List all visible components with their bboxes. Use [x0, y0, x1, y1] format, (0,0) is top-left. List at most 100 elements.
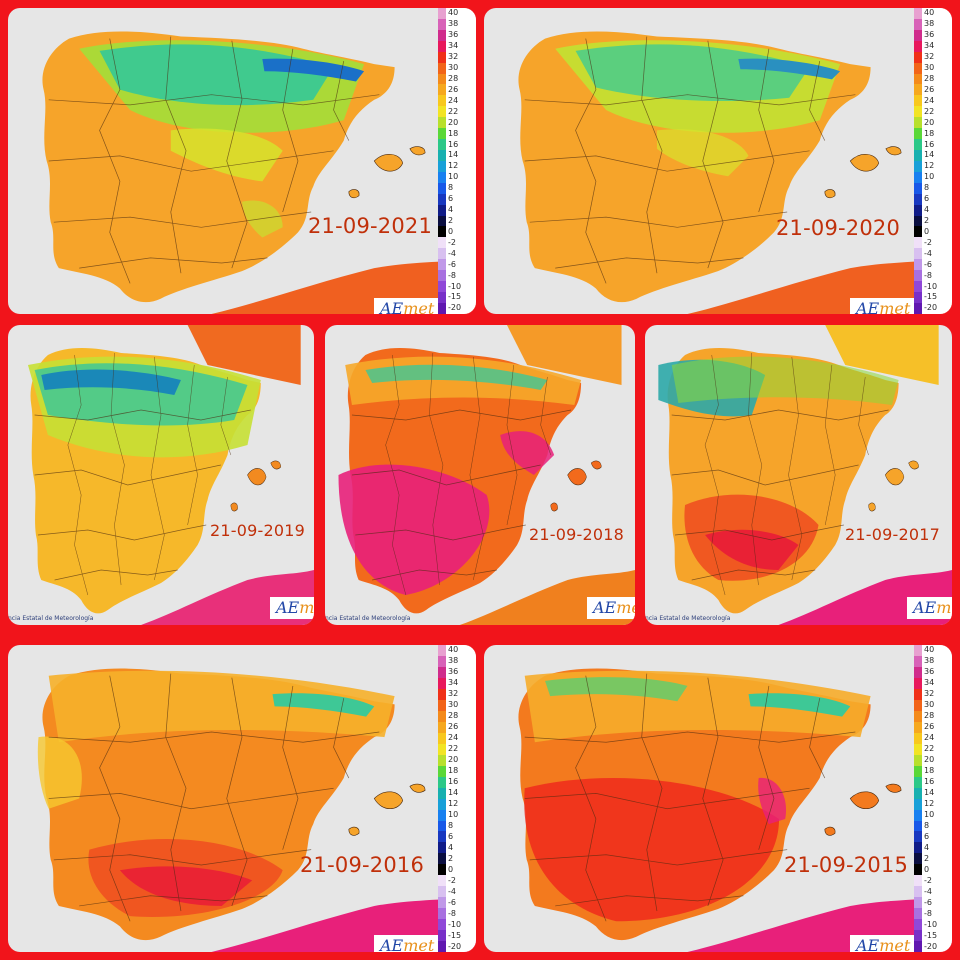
legend-label: 32 [448, 689, 459, 699]
legend-label: 20 [924, 117, 935, 127]
map-panel-2018: 21-09-2018 AEmet ncia Estatal de Meteoro… [325, 325, 635, 625]
legend-label: -20 [924, 303, 938, 313]
legend-label: 30 [924, 63, 935, 73]
map-panel-2019: 21-09-2019 AEmet ncia Estatal de Meteoro… [8, 325, 314, 625]
legend-color-bar [914, 645, 922, 952]
legend-label: 26 [924, 84, 935, 94]
temperature-map [658, 325, 952, 625]
legend-swatch [438, 106, 446, 118]
legend-label: 30 [448, 63, 459, 73]
legend-swatch [914, 95, 922, 107]
aemet-logo: AEmet [587, 597, 635, 619]
legend-swatch [914, 73, 922, 85]
legend-swatch [438, 655, 446, 667]
legend-swatch [438, 743, 446, 755]
legend-swatch [914, 40, 922, 52]
legend-label: 16 [924, 777, 935, 787]
cool-zones [79, 40, 365, 238]
legend-label: 8 [924, 183, 930, 193]
legend-swatch [438, 139, 446, 150]
legend-swatch [914, 699, 922, 711]
legend-swatch [438, 259, 446, 271]
map-date-label: 21-09-2021 [308, 214, 433, 238]
aemet-logo: AEmet [374, 935, 441, 952]
hot-zones [338, 356, 582, 595]
map-panel-2016: 21-09-2016 AEmet 40 38 36 34 32 30 28 26 24 22 20 1… [8, 645, 476, 952]
agency-credit: ncia Estatal de Meteorología [8, 615, 94, 622]
legend-label: 18 [924, 766, 935, 776]
legend-label: 8 [448, 183, 454, 193]
legend-swatch [914, 226, 922, 238]
legend-label: 4 [924, 205, 930, 215]
legend-label: 18 [924, 128, 935, 138]
legend-swatch [914, 237, 922, 249]
legend-swatch [438, 798, 446, 810]
legend-label: 4 [448, 205, 454, 215]
legend-label: 26 [924, 722, 935, 732]
legend-swatch [438, 864, 446, 876]
legend-swatch [914, 302, 922, 314]
legend-label: -15 [924, 292, 938, 302]
legend-label: 40 [924, 8, 935, 18]
legend-swatch [914, 710, 922, 722]
legend-swatch [438, 754, 446, 766]
legend-label: 28 [924, 73, 935, 83]
legend-swatch [438, 820, 446, 832]
legend-swatch [438, 18, 446, 30]
legend-swatch [914, 160, 922, 172]
legend-swatch [438, 84, 446, 96]
legend-swatch [914, 743, 922, 755]
legend-label: 18 [448, 128, 459, 138]
legend-label: -20 [448, 303, 462, 313]
legend-label: 6 [924, 831, 930, 841]
legend-label: 20 [448, 755, 459, 765]
temperature-legend: 40 38 36 34 32 30 28 26 24 22 20 18 16 14 12 10 8 6 4 2 0 -2-… [914, 645, 952, 952]
legend-swatch [914, 787, 922, 799]
legend-label: 40 [448, 8, 459, 18]
legend-label: 2 [924, 853, 930, 863]
legend-label: 8 [924, 820, 930, 830]
legend-label: 36 [924, 667, 935, 677]
legend-label: -20 [448, 941, 462, 951]
legend-label: 36 [448, 667, 459, 677]
cool-zones [27, 356, 261, 458]
legend-label: -20 [924, 941, 938, 951]
map-panel-2017: 21-09-2017 AEmet ncia Estatal de Meteoro… [645, 325, 952, 625]
legend-swatch [438, 51, 446, 63]
legend-swatch [438, 710, 446, 722]
legend-swatch [914, 270, 922, 282]
legend-swatch [914, 941, 922, 952]
legend-swatch [914, 62, 922, 74]
legend-label: 36 [448, 30, 459, 40]
legend-label: 22 [924, 106, 935, 116]
legend-swatch [914, 84, 922, 96]
legend-swatch [914, 215, 922, 227]
legend-swatch [914, 182, 922, 194]
legend-swatch [438, 95, 446, 107]
legend-label: 22 [448, 744, 459, 754]
legend-swatch [914, 875, 922, 887]
legend-label: 24 [924, 95, 935, 105]
zones [524, 670, 871, 922]
legend-swatch [914, 204, 922, 216]
legend-swatch [914, 248, 922, 260]
legend-label: 2 [448, 215, 454, 225]
map-date-label: 21-09-2018 [529, 525, 624, 544]
legend-swatch [438, 302, 446, 314]
legend-swatch [914, 897, 922, 909]
legend-label: -8 [924, 908, 932, 918]
legend-swatch [914, 666, 922, 678]
legend-color-bar [438, 645, 446, 952]
legend-label: 4 [924, 842, 930, 852]
legend-swatch [438, 776, 446, 788]
legend-swatch [438, 281, 446, 292]
legend-swatch [914, 128, 922, 140]
legend-swatch [914, 259, 922, 271]
legend-label: 38 [924, 19, 935, 29]
legend-label: 12 [448, 161, 459, 171]
legend-label: 26 [448, 722, 459, 732]
map-date-label: 21-09-2020 [776, 216, 901, 240]
legend-label: 28 [924, 711, 935, 721]
legend-label: 24 [448, 95, 459, 105]
temperature-legend: 40 38 36 34 32 30 28 26 24 22 20 18 16 14 12 10 8 6 4 2 0 -2-… [914, 8, 952, 314]
